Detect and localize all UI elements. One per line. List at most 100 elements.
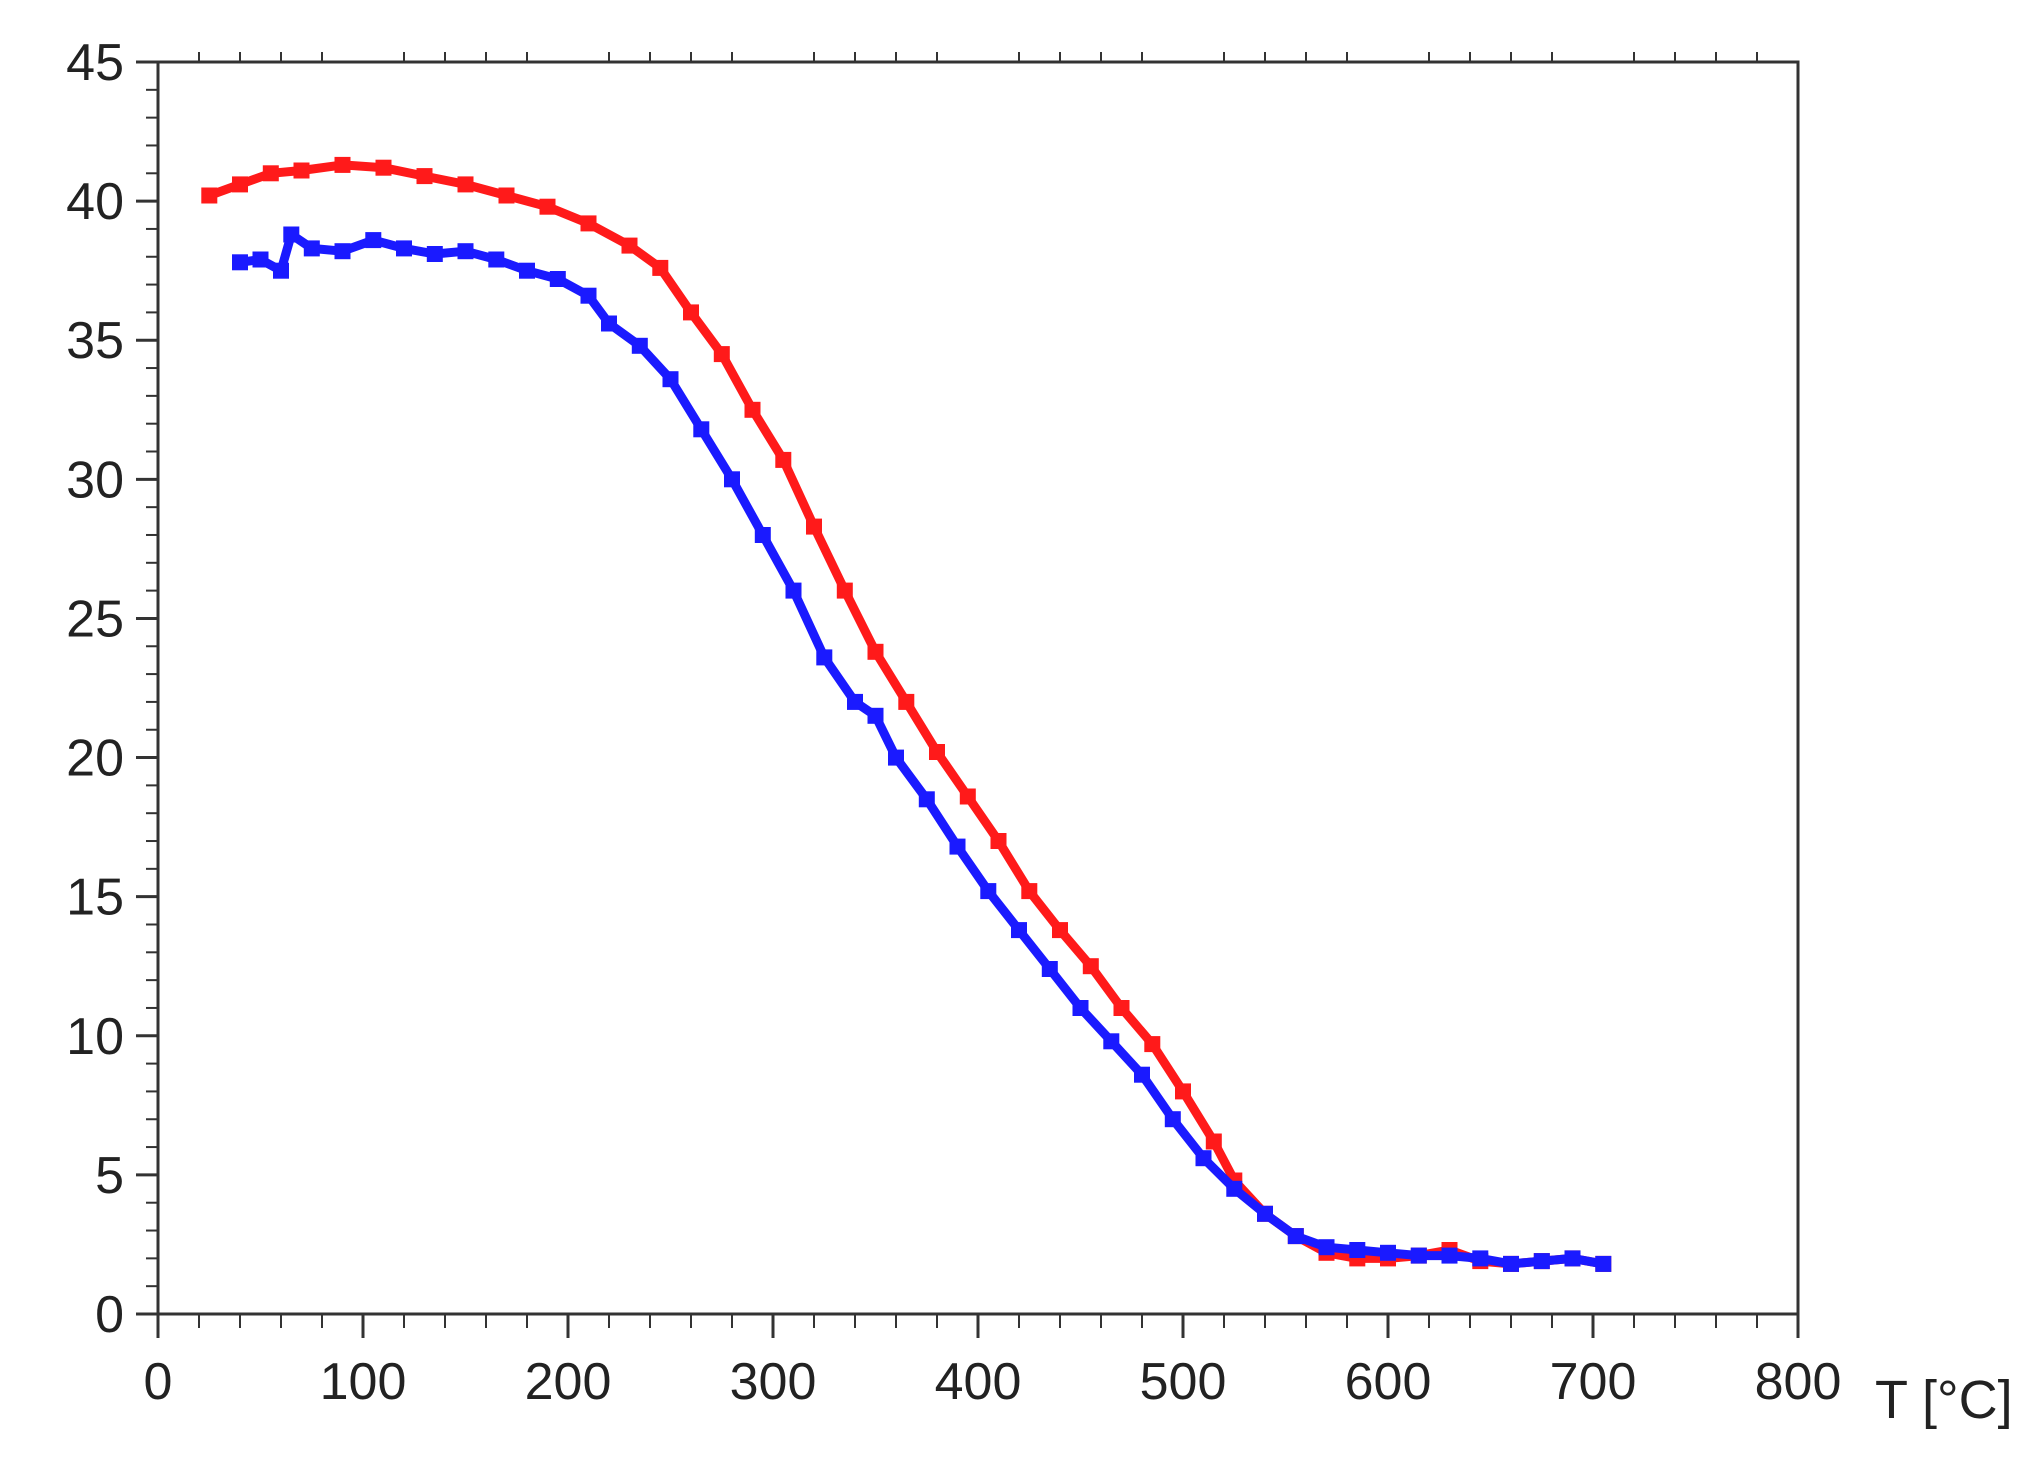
data-point: [1082, 958, 1099, 975]
y-tick-label: 20: [66, 730, 124, 788]
data-point: [293, 162, 310, 179]
data-point: [724, 471, 740, 488]
data-point: [1287, 1228, 1304, 1245]
x-tick-label: 200: [525, 1353, 612, 1411]
data-point: [1318, 1239, 1335, 1256]
data-point: [519, 262, 535, 279]
data-point: [980, 883, 997, 900]
data-point: [334, 243, 351, 260]
x-axis-label: T [°C]: [1875, 1370, 2013, 1430]
data-point: [457, 243, 474, 260]
data-point: [396, 240, 412, 257]
data-point: [1103, 1033, 1120, 1050]
data-point: [1164, 1111, 1181, 1128]
data-point: [1195, 1150, 1212, 1167]
data-point: [744, 401, 761, 418]
data-point: [754, 527, 771, 543]
x-tick-label: 700: [1550, 1353, 1637, 1411]
data-point: [232, 254, 248, 271]
data-point: [683, 304, 699, 321]
data-point: [252, 251, 269, 268]
data-point: [867, 707, 884, 724]
data-point: [365, 232, 382, 249]
data-point: [1072, 1000, 1089, 1016]
data-point: [662, 371, 679, 388]
data-point: [621, 237, 638, 254]
data-point: [1011, 922, 1027, 939]
data-point: [1113, 1000, 1130, 1016]
y-tick-label: 15: [66, 869, 124, 927]
data-point: [1134, 1066, 1150, 1083]
x-minor-ticks: [198, 52, 1758, 1328]
data-point: [498, 187, 515, 204]
y-tick-label: 35: [66, 312, 124, 370]
data-point: [693, 421, 710, 438]
data-point: [836, 582, 853, 599]
x-tick-label: 800: [1755, 1353, 1842, 1411]
data-point: [1564, 1250, 1581, 1267]
data-point: [949, 838, 966, 855]
y-major-ticks: [136, 60, 158, 1316]
data-point: [580, 215, 597, 232]
y-tick-label: 45: [66, 34, 124, 92]
data-point: [488, 251, 505, 268]
data-series-2: [232, 226, 1612, 1272]
data-point: [334, 156, 351, 173]
y-tick-label: 25: [66, 590, 124, 648]
data-point: [232, 176, 248, 193]
x-tick-labels: 0 100 200 300 400 500 600 700 800: [144, 1353, 1842, 1411]
data-point: [1441, 1247, 1458, 1264]
data-point: [918, 791, 935, 808]
data-point: [601, 315, 617, 332]
data-point: [898, 693, 915, 710]
data-point: [785, 582, 802, 599]
x-tick-label: 100: [320, 1353, 407, 1411]
data-point: [1144, 1036, 1161, 1053]
x-tick-label: 600: [1345, 1353, 1432, 1411]
data-point: [375, 159, 392, 176]
data-point: [1595, 1255, 1612, 1272]
y-tick-label: 0: [95, 1286, 124, 1344]
data-point: [283, 226, 300, 243]
data-point: [580, 287, 597, 304]
x-tick-label: 0: [144, 1353, 173, 1411]
data-point: [549, 271, 566, 287]
data-point: [262, 165, 279, 182]
x-tick-label: 400: [935, 1353, 1022, 1411]
data-point: [806, 518, 822, 535]
y-tick-label: 10: [66, 1008, 124, 1066]
y-tick-label: 5: [95, 1147, 124, 1205]
series-layer: [201, 156, 1612, 1272]
y-minor-ticks: [146, 88, 158, 1288]
data-point: [990, 833, 1007, 849]
data-point: [816, 649, 833, 666]
data-point: [1175, 1083, 1191, 1100]
data-point: [303, 240, 320, 257]
data-point: [1041, 961, 1058, 977]
data-point: [652, 259, 669, 276]
y-tick-label: 30: [66, 451, 124, 509]
data-point: [959, 788, 976, 805]
data-point: [847, 693, 863, 710]
y-tick-labels: 0 5 10 15 20 25 30 35 40 45: [66, 34, 124, 1344]
data-point: [929, 744, 945, 760]
data-point: [1410, 1247, 1427, 1264]
data-point: [1226, 1180, 1243, 1197]
data-point: [888, 749, 904, 766]
data-point: [1380, 1244, 1396, 1261]
x-tick-label: 500: [1140, 1353, 1227, 1411]
data-point: [273, 262, 289, 279]
data-point: [426, 246, 443, 262]
data-point: [631, 337, 648, 354]
y-tick-label: 40: [66, 173, 124, 231]
data-point: [867, 643, 884, 660]
data-point: [1205, 1133, 1222, 1150]
data-point: [1052, 922, 1068, 939]
data-point: [1472, 1250, 1489, 1267]
data-point: [1533, 1253, 1550, 1270]
x-tick-label: 300: [730, 1353, 817, 1411]
data-point: [457, 176, 474, 193]
data-point: [775, 451, 792, 468]
data-point: [1021, 883, 1038, 900]
data-point: [1349, 1242, 1366, 1258]
